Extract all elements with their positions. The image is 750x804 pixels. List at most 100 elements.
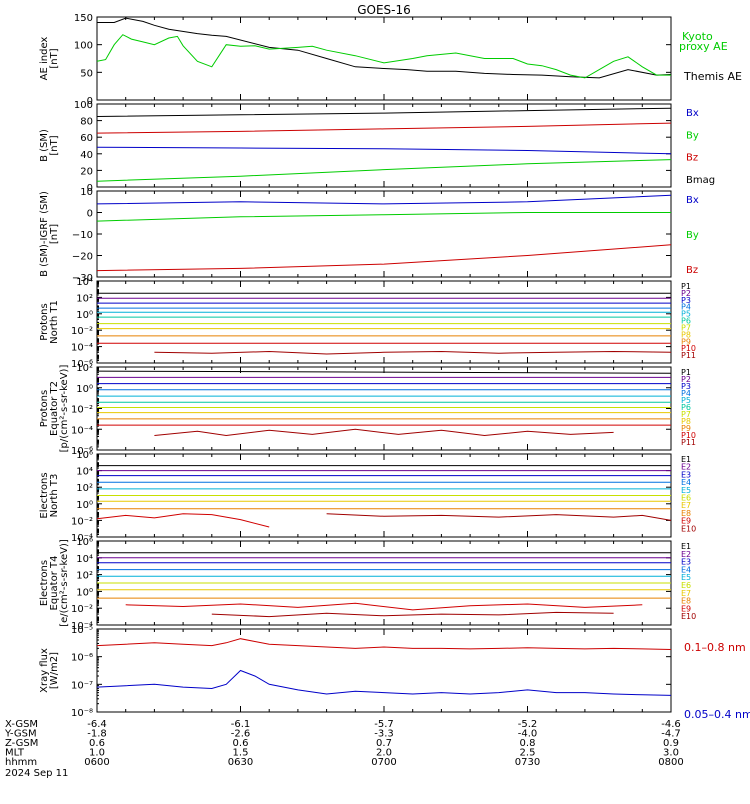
legend-entry: Bz: [686, 265, 698, 276]
legend-entry: E4: [681, 565, 691, 574]
x-row-value: -4.0: [518, 729, 538, 740]
y-axis-label: Equator T4: [49, 556, 60, 611]
x-row-label: Y-GSM: [4, 729, 37, 740]
plot-frame: [96, 16, 672, 101]
y-tick-label: 40: [80, 150, 93, 161]
y-tick-label: 10⁻⁶: [71, 359, 93, 370]
x-row-value: 0730: [515, 757, 540, 768]
y-axis-label: AE index: [39, 37, 50, 81]
legend-entry: P4: [681, 389, 691, 398]
legend-entry: E8: [681, 597, 691, 606]
panel-ee: 10⁻⁴ 10⁻² 10⁰ 10² 10⁴ 10⁶ Electrons Equator T4[…: [39, 537, 696, 632]
legend-entry: proxy AE: [679, 40, 728, 53]
legend-entry: P9: [681, 424, 691, 433]
y-tick-label: 10⁻²: [71, 405, 93, 416]
legend-entry: P7: [681, 323, 691, 332]
chart-title: GOES-16: [357, 3, 411, 17]
y-axis-label: North T1: [49, 300, 60, 344]
x-row-value: 0.9: [663, 738, 679, 749]
panel-xray: 10⁻⁸ 10⁻⁷ 10⁻⁶ 10⁻⁵ Xray flux [W/m2] 0.1–0.8 n…: [39, 625, 750, 721]
y-tick-label: −10: [72, 230, 93, 241]
y-axis-label: [W/m2]: [49, 652, 60, 689]
x-row-value: -5.7: [374, 719, 394, 730]
legend-entry: E10: [681, 524, 696, 533]
y-tick-label: 10²: [76, 363, 93, 374]
legend-entry: E1: [681, 455, 691, 464]
series-p11: [154, 350, 672, 355]
legend-entry: By: [686, 230, 699, 241]
legend-entry: E9: [681, 517, 691, 526]
series-0-05-0-4-nm: [96, 669, 672, 696]
x-row-value: 1.5: [233, 748, 249, 759]
y-tick-label: −20: [72, 252, 93, 263]
y-tick-label: 10⁻⁴: [71, 621, 93, 632]
legend-entry: E7: [681, 501, 691, 510]
y-tick-label: 80: [80, 117, 93, 128]
series-e10: [211, 611, 614, 618]
y-tick-label: 10²: [76, 483, 93, 494]
legend-entry: Bx: [686, 195, 699, 206]
x-row-value: 0600: [84, 757, 109, 768]
plot-frame: [96, 366, 672, 451]
y-tick-label: 10⁻²: [71, 516, 93, 527]
x-row-value: 0.8: [520, 738, 536, 749]
legend-entry: P1: [681, 282, 691, 291]
legend-entry: E10: [681, 612, 696, 621]
x-row-value: 0800: [658, 757, 683, 768]
panel-pe: 10⁻⁶ 10⁻⁴ 10⁻² 10⁰ 10² Protons Equator T2 [p/(c…: [39, 363, 696, 457]
legend-entry: P10: [681, 344, 696, 353]
y-tick-label: 10⁰: [76, 587, 93, 598]
legend-entry: E5: [681, 486, 691, 495]
panel-pn: 10⁻⁶ 10⁻⁴ 10⁻² 10⁰ 10² 10⁴ Protons North T1 P1P2…: [39, 277, 696, 370]
x-row-label: Z-GSM: [5, 738, 38, 749]
series-e9: [96, 513, 270, 528]
y-tick-label: 10⁻⁵: [71, 625, 93, 636]
y-tick-label: 10⁶: [76, 537, 93, 548]
legend-entry: P3: [681, 382, 691, 391]
y-tick-label: 20: [80, 166, 93, 177]
legend-entry: P6: [681, 403, 691, 412]
x-row-value: -3.3: [374, 729, 394, 740]
x-row-value: -6.1: [231, 719, 251, 730]
legend-entry: E7: [681, 589, 691, 598]
legend-entry: 0.1–0.8 nm: [684, 641, 746, 654]
legend-entry: Kyoto: [682, 30, 713, 43]
y-tick-label: 100: [74, 100, 93, 111]
series-e10: [326, 513, 672, 521]
date-label: 2024 Sep 11: [5, 768, 68, 779]
series-e9: [125, 602, 643, 611]
x-row-label: X-GSM: [5, 719, 38, 730]
x-row-value: 1.0: [89, 748, 105, 759]
y-axis-label: [nT]: [49, 135, 60, 155]
y-tick-label: 10⁶: [76, 450, 93, 461]
legend-entry: E1: [681, 542, 691, 551]
y-axis-label: Electrons: [39, 560, 50, 606]
y-tick-label: 100: [74, 41, 93, 52]
y-tick-label: 10⁻⁶: [71, 653, 93, 664]
legend-entry: E6: [681, 494, 691, 503]
series-by: [96, 159, 672, 182]
legend-entry: 0.05–0.4 nm: [684, 708, 750, 721]
legend-entry: E4: [681, 478, 691, 487]
y-tick-label: 10⁰: [76, 384, 93, 395]
y-tick-label: 10²: [76, 293, 93, 304]
x-row-value: -5.2: [518, 719, 538, 730]
y-tick-label: 10⁴: [76, 554, 93, 565]
y-axis-label: B (SM): [39, 129, 50, 162]
series-themis-ae: [97, 17, 672, 79]
y-tick-label: 10⁻²: [71, 326, 93, 337]
y-tick-label: 10⁰: [76, 310, 93, 321]
y-tick-label: 10⁰: [76, 500, 93, 511]
y-tick-label: 0: [87, 183, 93, 194]
y-tick-label: 10⁻²: [71, 604, 93, 615]
y-axis-label: B (SM)-IGRF (SM): [39, 191, 50, 277]
x-row-value: 0.6: [89, 738, 105, 749]
y-tick-label: 10⁻⁴: [71, 533, 93, 544]
x-row-value: -1.8: [87, 729, 107, 740]
series-kyoto-proxy-ae: [96, 34, 671, 79]
legend-entry: P11: [681, 438, 696, 447]
legend-entry: Bx: [686, 108, 699, 119]
series-p11: [154, 428, 614, 437]
legend-entry: E6: [681, 581, 691, 590]
